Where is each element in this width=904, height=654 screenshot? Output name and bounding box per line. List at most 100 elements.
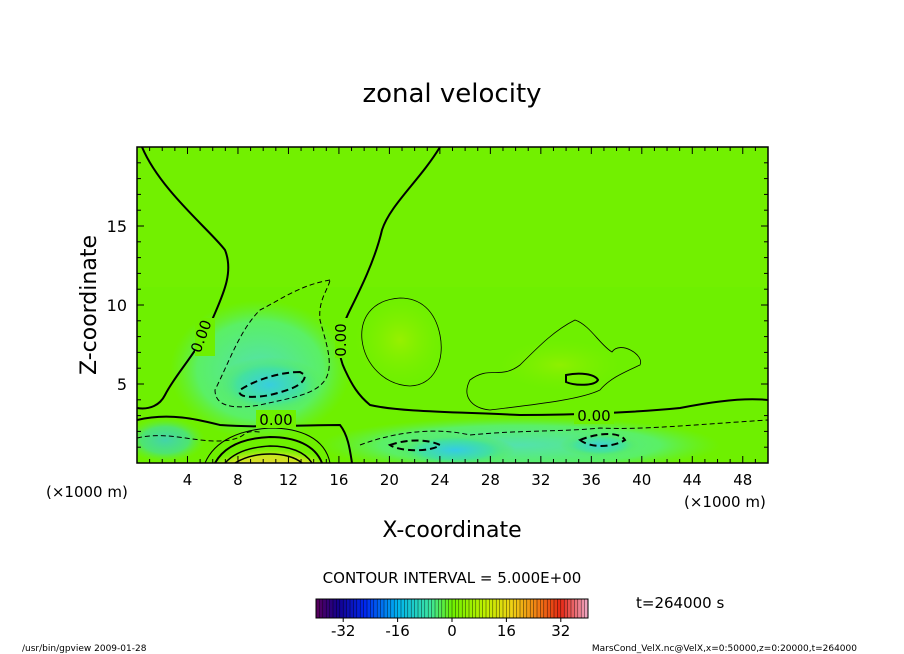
colorbar-cell: [475, 599, 480, 618]
colorbar-cell: [411, 599, 415, 618]
contour-pos-3: [224, 445, 313, 463]
colorbar-cell: [390, 599, 395, 618]
contour-neg-band: [137, 419, 768, 446]
colorbar-cell: [428, 599, 432, 618]
contour-label-2: 0.00: [332, 323, 350, 356]
negative-region-core-2: [560, 433, 640, 457]
contour-pos-4: [234, 453, 303, 463]
colorbar-cell: [577, 599, 582, 618]
x-tick-label: 40: [632, 471, 651, 489]
colorbar-cell: [329, 599, 334, 618]
contour-pos-2: [214, 435, 323, 463]
contour-label-bg-3: [256, 410, 296, 428]
x-tick-label: 16: [329, 471, 348, 489]
colorbar-cell: [336, 599, 341, 618]
x-unit-right: (×1000 m): [684, 493, 766, 511]
colorbar-cell: [523, 599, 528, 618]
x-tick-label: 8: [233, 471, 243, 489]
y-tick-label: 5: [117, 375, 127, 394]
contour-neg-core-1: [387, 439, 442, 452]
colorbar-cell: [465, 599, 470, 618]
colorbar-cell: [472, 599, 477, 618]
colorbar-cell: [387, 599, 392, 618]
colorbar-cell: [350, 599, 354, 618]
contour-label-bg-2: [335, 318, 355, 358]
footer-right: MarsCond_VelX.nc@VelX,x=0:50000,z=0:2000…: [592, 644, 857, 654]
colorbar-cell: [407, 599, 412, 618]
contour-label-bg-4: [574, 406, 614, 424]
colorbar-cell: [356, 599, 361, 618]
colorbar-cell: [380, 599, 385, 618]
colorbar-cell: [574, 599, 579, 618]
colorbar-cell: [373, 599, 378, 618]
x-tick-label: 20: [380, 471, 399, 489]
colorbar-cell: [516, 599, 521, 618]
colorbar-cell: [346, 599, 351, 618]
colorbar-cell: [499, 599, 504, 618]
colorbar-tick-label: -32: [331, 622, 356, 640]
colorbar-cell: [441, 599, 446, 618]
colorbar-cell: [482, 599, 487, 618]
negative-region-bottom-left: [137, 418, 205, 462]
x-tick-label: 24: [430, 471, 449, 489]
colorbar-cell: [571, 599, 575, 618]
contour-label-bg-1: [195, 318, 215, 356]
contour-neg-core-2: [578, 433, 627, 447]
y-axis-title: Z-coordinate: [77, 235, 102, 375]
y-tick-label: 10: [107, 296, 127, 315]
colorbar-cell: [448, 599, 453, 618]
colorbar: [315, 599, 589, 618]
x-tick-label: 32: [531, 471, 550, 489]
colorbar-cell: [533, 599, 538, 618]
colorbar-cell: [567, 599, 572, 618]
contour-pos-blob: [361, 297, 442, 387]
colorbar-cell: [384, 599, 388, 618]
y-axis: 5 10 15: [107, 162, 768, 448]
colorbar-cell: [492, 599, 497, 618]
colorbar-cell: [319, 599, 324, 618]
positive-region-right: [500, 340, 620, 390]
colorbar-cell: [584, 599, 589, 618]
colorbar-cell: [438, 599, 443, 618]
negative-region-mid-left: [215, 357, 325, 413]
colorbar-cell: [557, 599, 562, 618]
colorbar-cell: [404, 599, 409, 618]
colorbar-cell: [526, 599, 531, 618]
colorbar-cell: [469, 599, 473, 618]
colorbar-tick-label: 32: [551, 622, 570, 640]
x-tick-label: 44: [683, 471, 702, 489]
colorbar-cell: [537, 599, 541, 618]
time-label: t=264000 s: [636, 594, 724, 612]
colorbar-cell: [458, 599, 463, 618]
colorbar-cell: [431, 599, 436, 618]
colorbar-cell: [421, 599, 426, 618]
colorbar-cell: [418, 599, 422, 618]
contour-zero-left: [137, 147, 230, 410]
colorbar-cell: [486, 599, 490, 618]
colorbar-cell: [445, 599, 449, 618]
colorbar-cell: [333, 599, 337, 618]
colorbar-cell: [343, 599, 347, 618]
x-tick-label: 12: [279, 471, 298, 489]
contour-label-4: 0.00: [577, 407, 610, 425]
x-tick-label: 28: [481, 471, 500, 489]
colorbar-cell: [377, 599, 381, 618]
chart-title: zonal velocity: [362, 79, 541, 109]
colorbar-cell: [530, 599, 534, 618]
colorbar-cell: [489, 599, 494, 618]
colorbar-cell: [509, 599, 514, 618]
colorbar-cell: [370, 599, 375, 618]
colorbar-cell: [455, 599, 460, 618]
colorbar-cell: [581, 599, 585, 618]
colorbar-cell: [513, 599, 517, 618]
colorbar-cell: [397, 599, 402, 618]
colorbar-cell: [550, 599, 555, 618]
contour-neg-inner: [238, 370, 307, 398]
colorbar-ticks: -32 -16 0 16 32: [331, 618, 570, 640]
x-tick-label: 4: [183, 471, 193, 489]
y-tick-label: 15: [107, 217, 127, 236]
colorbar-cell: [462, 599, 466, 618]
positive-region-upper: [355, 295, 445, 385]
colorbar-cell: [564, 599, 568, 618]
